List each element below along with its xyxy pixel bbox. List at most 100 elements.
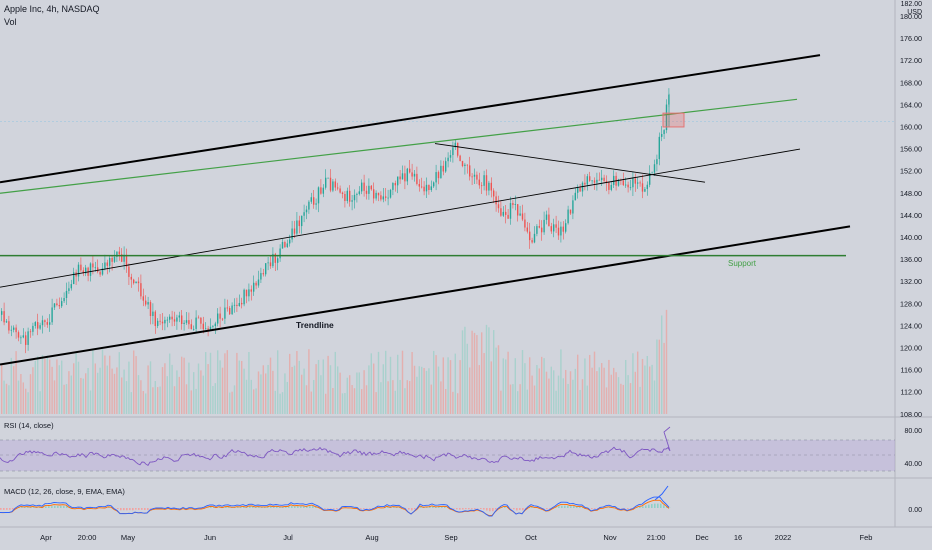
- volume-bar: [89, 390, 92, 414]
- macd-histogram-bar: [45, 506, 47, 508]
- channel-upper-line[interactable]: [0, 54, 821, 184]
- volume-bar: [637, 351, 639, 414]
- candle: [231, 305, 233, 315]
- candle: [20, 337, 22, 339]
- candle: [370, 185, 372, 190]
- macd-histogram-bar: [255, 506, 257, 508]
- candle: [29, 331, 32, 333]
- candle: [147, 302, 149, 305]
- candle: [334, 181, 336, 188]
- time-axis-label: Oct: [525, 533, 538, 542]
- macd-histogram-bar: [645, 505, 647, 508]
- candle: [221, 318, 224, 320]
- volume-bar: [121, 377, 123, 414]
- descending-trend-line[interactable]: [434, 143, 706, 183]
- candle: [15, 327, 17, 333]
- volume-bar: [193, 372, 195, 414]
- volume-bar: [358, 372, 360, 414]
- candle: [58, 305, 60, 307]
- macd-histogram-bar: [453, 508, 455, 509]
- candle: [514, 204, 516, 205]
- green-trend-line[interactable]: [0, 98, 798, 194]
- volume-bar: [289, 353, 291, 414]
- symbol-title[interactable]: Apple Inc, 4h, NASDAQ: [4, 4, 100, 14]
- volume-bar: [173, 386, 176, 414]
- volume-bar: [207, 364, 209, 414]
- volume-bar: [265, 373, 267, 414]
- macd-histogram-bar: [435, 506, 437, 508]
- volume-bar: [562, 378, 564, 414]
- volume-bar: [512, 384, 514, 414]
- mid-trend-line[interactable]: [0, 148, 801, 288]
- volume-bar: [344, 393, 346, 414]
- candle: [224, 307, 226, 319]
- candle: [351, 200, 353, 202]
- candle: [512, 203, 514, 205]
- volume-bar: [538, 368, 540, 414]
- volume-bar: [27, 392, 29, 414]
- candle: [341, 192, 344, 194]
- candle: [337, 187, 339, 189]
- volume-bar: [394, 390, 396, 414]
- macd-histogram-bar: [309, 506, 311, 508]
- candle: [605, 180, 608, 183]
- volume-bar: [92, 350, 94, 414]
- candle: [661, 134, 663, 137]
- candle: [363, 182, 365, 191]
- volume-bar: [353, 388, 356, 414]
- candle: [533, 233, 536, 243]
- volume-bar: [627, 375, 629, 414]
- highlight-box[interactable]: [662, 112, 685, 128]
- candle: [651, 172, 653, 174]
- macd-histogram-bar: [288, 506, 290, 508]
- macd-histogram-bar: [564, 505, 566, 508]
- volume-bar: [421, 366, 423, 414]
- volume-bar: [401, 350, 404, 414]
- volume-bar: [433, 350, 435, 414]
- candle: [238, 302, 240, 307]
- volume-bar: [471, 330, 473, 414]
- price-tick: 180.00: [900, 12, 922, 21]
- macd-histogram-bar: [366, 508, 368, 509]
- trendline-lower[interactable]: [0, 225, 851, 366]
- macd-histogram-bar: [12, 508, 14, 510]
- candle: [502, 211, 504, 216]
- candle: [149, 302, 152, 316]
- macd-histogram-bar: [432, 506, 434, 508]
- candle: [385, 196, 387, 198]
- candle: [104, 262, 106, 269]
- volume-bar: [305, 385, 308, 414]
- candle: [553, 224, 555, 232]
- candle: [521, 213, 524, 220]
- volume-bar: [586, 385, 588, 414]
- candle: [308, 201, 310, 210]
- volume-bar: [286, 381, 288, 414]
- candle: [562, 226, 564, 232]
- volume-bar: [411, 352, 413, 414]
- candle: [229, 308, 231, 315]
- volume-bar: [178, 376, 180, 414]
- candle: [365, 190, 368, 194]
- candle: [123, 254, 125, 262]
- macd-histogram-bar: [291, 505, 293, 508]
- macd-histogram-bar: [594, 508, 596, 509]
- volume-bar: [310, 391, 312, 414]
- volume-bar: [17, 380, 20, 414]
- candle: [44, 320, 46, 323]
- candle: [27, 331, 29, 345]
- volume-bar: [212, 385, 214, 414]
- volume-bar: [214, 383, 216, 414]
- candle: [593, 180, 596, 183]
- macd-histogram-bar: [639, 506, 641, 508]
- volume-bar: [82, 378, 84, 414]
- volume-bar: [34, 360, 36, 414]
- candle: [550, 226, 552, 232]
- volume-bar: [334, 351, 336, 414]
- price-tick: 182.00: [901, 1, 923, 8]
- volume-bar: [113, 373, 116, 414]
- volume-bar: [495, 347, 497, 414]
- candle: [159, 320, 161, 322]
- price-tick: 136.00: [900, 255, 922, 264]
- candle: [291, 228, 293, 240]
